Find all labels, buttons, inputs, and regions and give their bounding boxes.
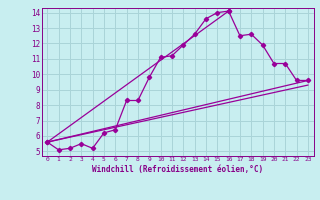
X-axis label: Windchill (Refroidissement éolien,°C): Windchill (Refroidissement éolien,°C) bbox=[92, 165, 263, 174]
